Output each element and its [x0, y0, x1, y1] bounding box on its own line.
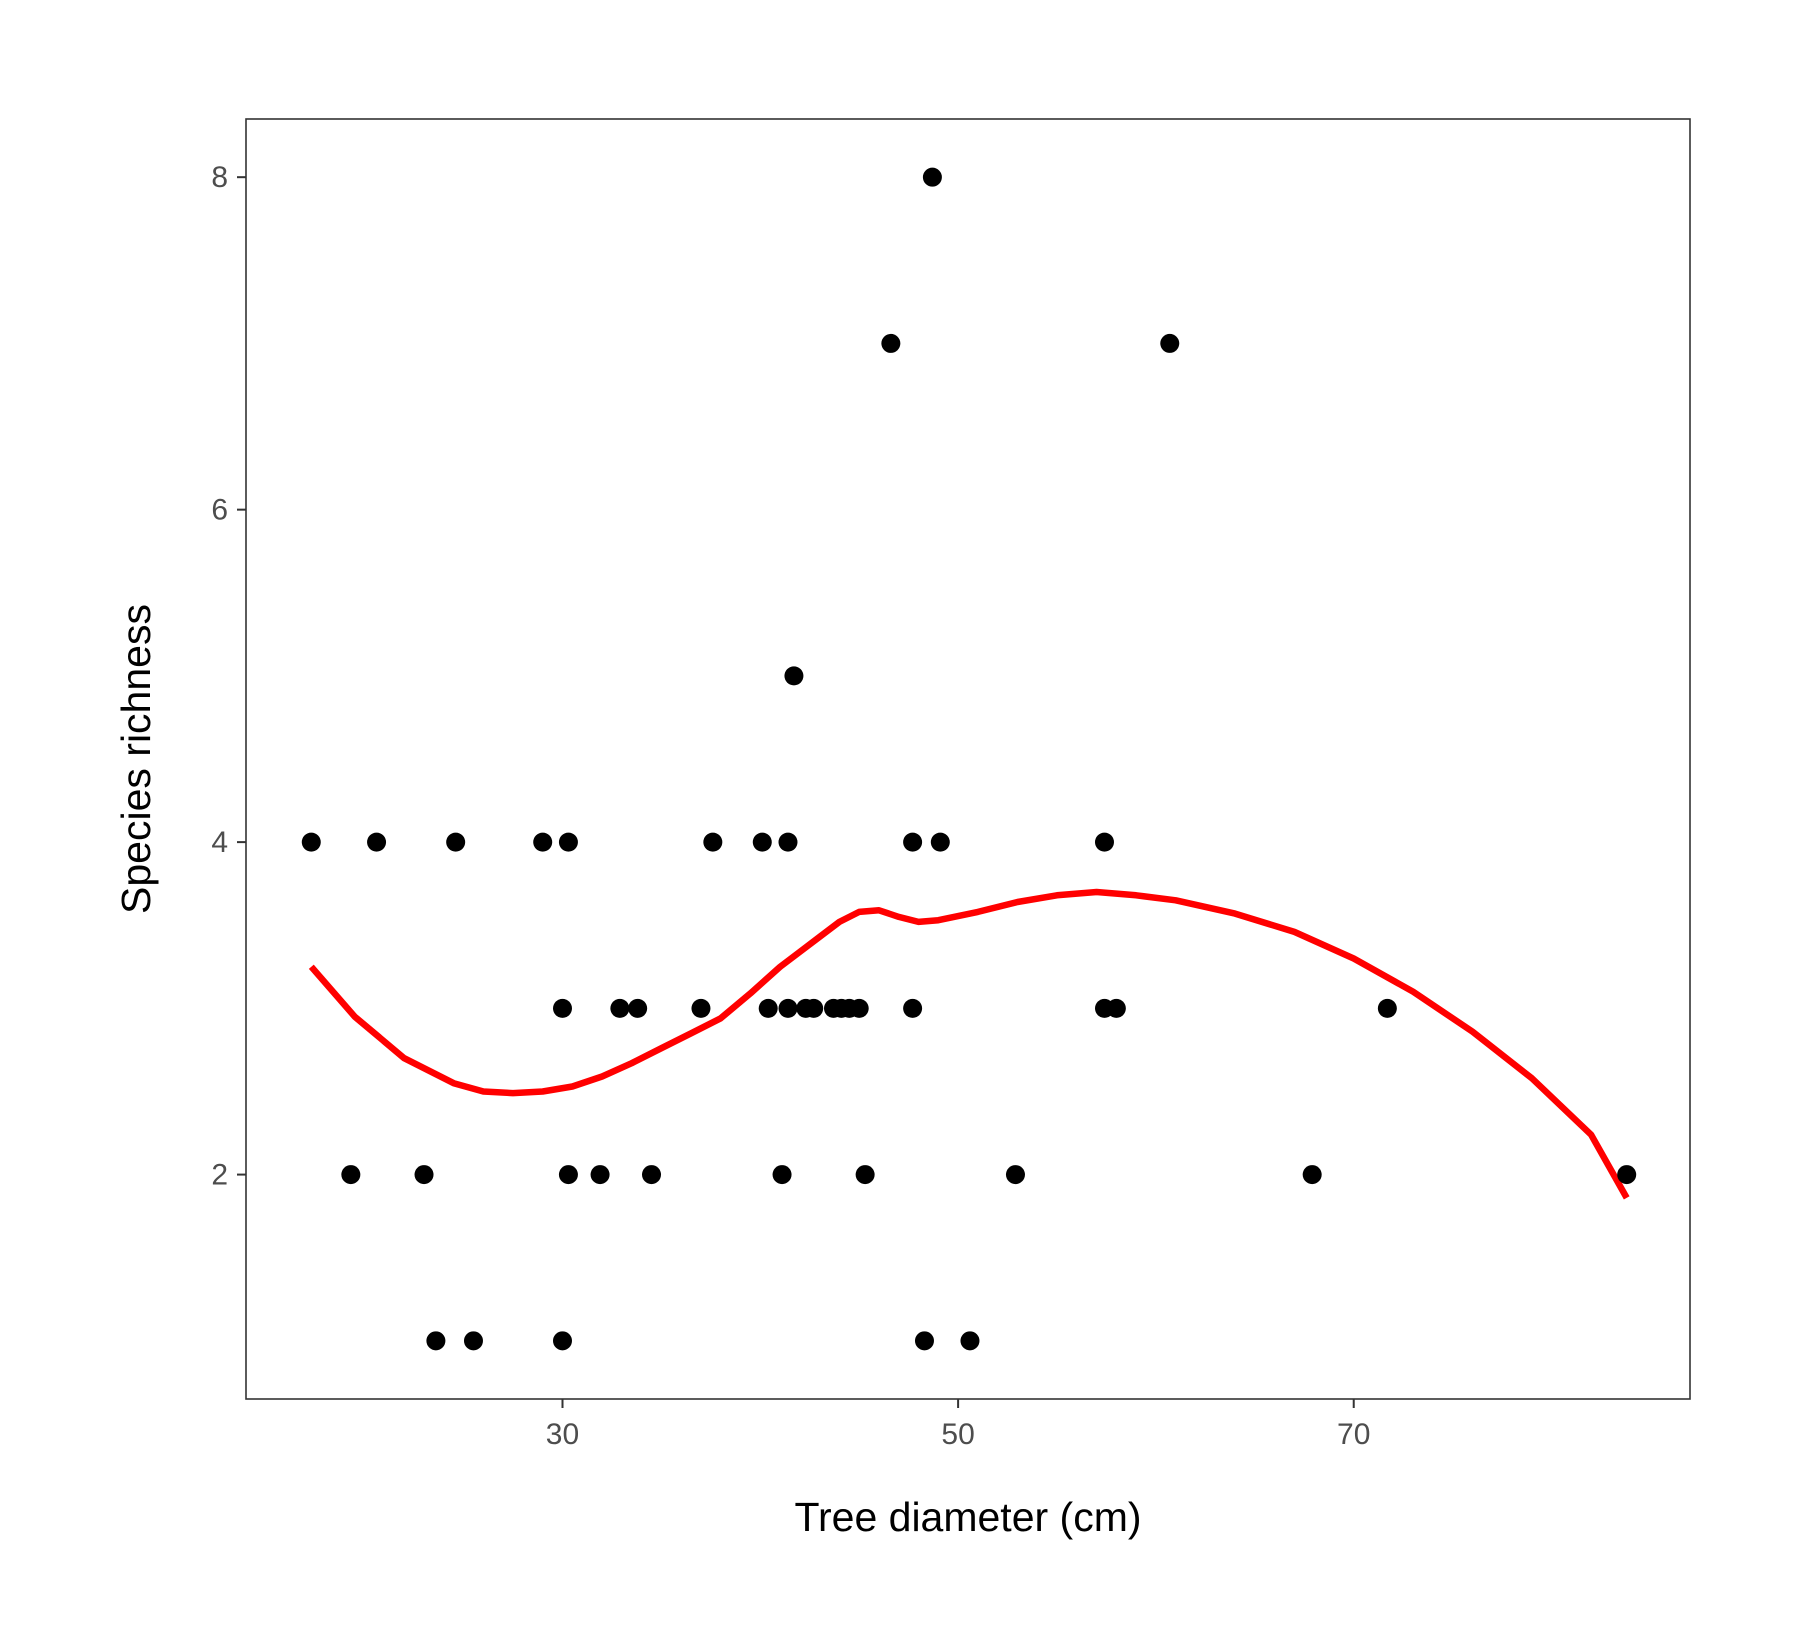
plot-panel: [245, 118, 1691, 1400]
data-point-6: [703, 832, 723, 852]
data-point-42: [960, 1331, 980, 1351]
data-point-24: [903, 998, 923, 1018]
data-point-45: [922, 167, 942, 187]
data-points: [301, 167, 1637, 1351]
y-axis: 2 4 6 8: [211, 161, 246, 1192]
data-point-34: [855, 1165, 875, 1185]
x-axis: 30 50 70: [546, 1399, 1370, 1451]
data-point-28: [341, 1165, 361, 1185]
data-point-10: [930, 832, 950, 852]
data-point-19: [804, 998, 824, 1018]
data-point-43: [881, 333, 901, 353]
x-tick-label-30: 30: [546, 1418, 579, 1451]
data-point-11: [1094, 832, 1114, 852]
y-axis-title: Species richness: [113, 604, 159, 914]
data-point-31: [590, 1165, 610, 1185]
data-point-38: [426, 1331, 446, 1351]
data-point-9: [903, 832, 923, 852]
data-point-29: [414, 1165, 434, 1185]
data-point-5: [558, 832, 578, 852]
data-point-13: [610, 998, 630, 1018]
smooth-trend-line: [308, 888, 1630, 1200]
data-point-3: [446, 832, 466, 852]
data-point-16: [758, 998, 778, 1018]
data-point-26: [1106, 998, 1126, 1018]
y-tick-label-2: 2: [211, 1159, 228, 1192]
data-point-46: [784, 666, 804, 686]
data-point-15: [691, 998, 711, 1018]
data-point-12: [552, 998, 572, 1018]
data-point-41: [914, 1331, 934, 1351]
data-point-14: [628, 998, 648, 1018]
x-tick-label-50: 50: [941, 1418, 974, 1451]
data-point-37: [1617, 1165, 1637, 1185]
data-point-8: [778, 832, 798, 852]
data-point-39: [463, 1331, 483, 1351]
y-tick-label-6: 6: [211, 494, 228, 527]
data-point-27: [1377, 998, 1397, 1018]
data-point-44: [1160, 333, 1180, 353]
data-point-35: [1005, 1165, 1025, 1185]
data-point-32: [642, 1165, 662, 1185]
data-point-7: [752, 832, 772, 852]
x-axis-title: Tree diameter (cm): [794, 1494, 1141, 1540]
y-tick-label-4: 4: [211, 826, 228, 859]
data-point-36: [1302, 1165, 1322, 1185]
data-point-33: [772, 1165, 792, 1185]
data-point-40: [552, 1331, 572, 1351]
x-tick-label-70: 70: [1337, 1418, 1370, 1451]
smooth-line-layer: [308, 888, 1630, 1200]
data-point-23: [849, 998, 869, 1018]
data-point-17: [778, 998, 798, 1018]
data-point-1: [301, 832, 321, 852]
data-point-4: [533, 832, 553, 852]
data-point-2: [367, 832, 387, 852]
data-point-30: [558, 1165, 578, 1185]
y-tick-label-8: 8: [211, 161, 228, 194]
